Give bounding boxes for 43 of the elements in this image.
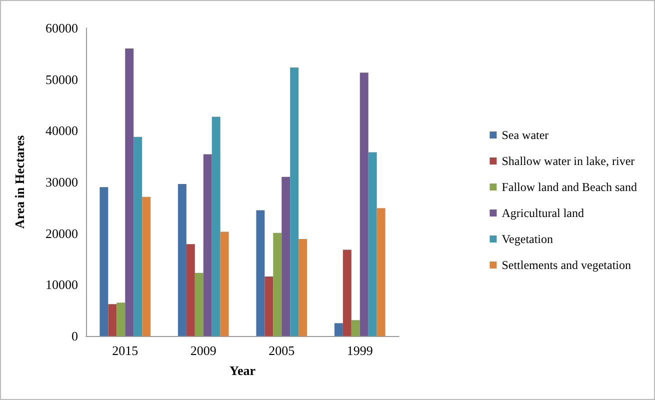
- bar: [203, 154, 212, 336]
- bar: [376, 208, 386, 336]
- bar: [273, 232, 282, 336]
- x-tick-label: 2015: [112, 343, 138, 358]
- bar: [212, 116, 220, 336]
- bar: [125, 48, 134, 336]
- y-tick-label: 60000: [46, 20, 78, 36]
- bar: [256, 210, 265, 336]
- y-tick-label: 20000: [46, 226, 78, 241]
- legend-label: Agricultural land: [502, 206, 584, 220]
- x-tick-label: 2005: [268, 343, 295, 358]
- bar: [134, 136, 142, 336]
- y-axis-title: Area in Hectares: [12, 135, 27, 229]
- x-tick-label: 1999: [346, 343, 373, 358]
- bar: [342, 250, 352, 336]
- legend-label: Vegetation: [502, 232, 554, 246]
- bar: [360, 72, 368, 336]
- bar: [186, 244, 195, 336]
- x-tick-label: 2009: [190, 343, 216, 358]
- legend-label: Fallow land and Beach sand: [502, 180, 638, 194]
- y-tick-label: 50000: [46, 72, 78, 87]
- legend-label: Shallow water in lake, river: [502, 154, 635, 168]
- x-axis-title: Year: [230, 363, 256, 378]
- legend-label: Sea water: [502, 128, 549, 142]
- legend-label: Settlements and vegetation: [502, 258, 632, 272]
- y-tick-label: 10000: [46, 277, 78, 292]
- bar: [282, 176, 290, 336]
- bar: [108, 304, 117, 336]
- y-tick-label: 30000: [46, 174, 78, 190]
- y-tick-label: 0: [72, 328, 78, 344]
- bar: [290, 68, 299, 336]
- bar: [368, 152, 377, 336]
- bar: [351, 320, 360, 336]
- bar: [194, 272, 204, 336]
- bar: [298, 238, 308, 336]
- bar: [220, 232, 229, 336]
- bar: [142, 196, 151, 336]
- bar: [116, 302, 126, 336]
- bar: [178, 184, 186, 336]
- bar: [334, 323, 343, 336]
- bar: [100, 187, 108, 336]
- bar: [264, 276, 274, 336]
- y-tick-label: 40000: [46, 123, 78, 138]
